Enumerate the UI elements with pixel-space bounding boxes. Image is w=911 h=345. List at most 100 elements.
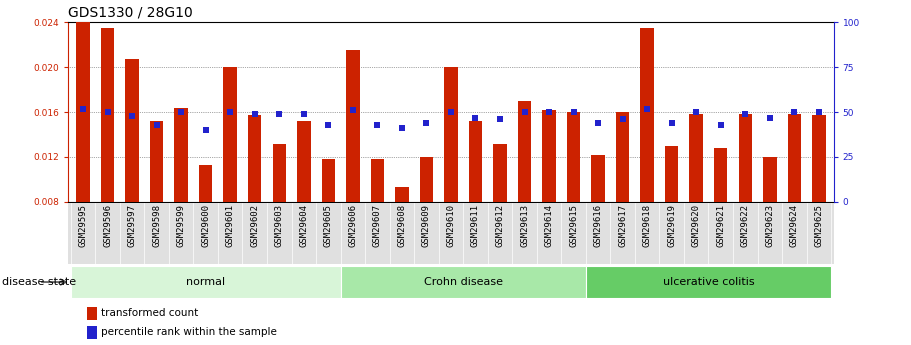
Text: GSM29595: GSM29595 [78,204,87,247]
Point [664,120,679,126]
Bar [272,144,286,202]
Point [100,109,115,115]
Text: GSM29604: GSM29604 [300,204,308,247]
Text: GSM29606: GSM29606 [348,204,357,247]
Bar [297,121,311,202]
Bar [812,116,825,202]
Text: GSM29612: GSM29612 [496,204,505,247]
Bar [346,50,360,202]
Bar [665,146,679,202]
Bar [586,266,831,298]
Text: Crohn disease: Crohn disease [424,277,503,287]
Point [125,113,139,118]
Text: GSM29611: GSM29611 [471,204,480,247]
Text: GSM29614: GSM29614 [545,204,554,247]
Bar [763,157,776,202]
Text: GSM29602: GSM29602 [251,204,260,247]
Text: GSM29601: GSM29601 [226,204,235,247]
Bar [517,101,531,202]
Bar [371,159,384,202]
Bar [71,266,341,298]
Point [713,122,728,127]
Bar [395,187,409,202]
Point [199,127,213,133]
Text: GSM29610: GSM29610 [446,204,456,247]
Text: GSM29616: GSM29616 [594,204,602,247]
Point [468,115,483,120]
Text: GSM29620: GSM29620 [691,204,701,247]
Text: GSM29603: GSM29603 [275,204,283,247]
Point [640,106,654,111]
Text: GDS1330 / 28G10: GDS1330 / 28G10 [68,6,193,20]
Bar [739,114,752,202]
Bar [174,108,188,202]
Bar [542,110,556,202]
Bar [567,112,580,202]
Bar [591,155,605,202]
Text: GSM29605: GSM29605 [323,204,333,247]
Text: GSM29598: GSM29598 [152,204,161,247]
Point [76,106,90,111]
Text: GSM29621: GSM29621 [716,204,725,247]
Bar [101,28,114,202]
Point [493,117,507,122]
Point [149,122,164,127]
Text: GSM29608: GSM29608 [397,204,406,247]
Text: ulcerative colitis: ulcerative colitis [662,277,754,287]
Text: GSM29613: GSM29613 [520,204,529,247]
Text: transformed count: transformed count [101,308,199,318]
Bar [87,307,97,319]
Point [272,111,287,117]
Text: GSM29599: GSM29599 [177,204,186,247]
Text: GSM29607: GSM29607 [373,204,382,247]
Bar [199,165,212,202]
Text: GSM29609: GSM29609 [422,204,431,247]
Point [444,109,458,115]
Bar [322,159,335,202]
Point [223,109,238,115]
Text: GSM29617: GSM29617 [619,204,627,247]
Point [174,109,189,115]
Point [321,122,335,127]
Text: disease state: disease state [2,277,76,287]
Point [763,115,777,120]
Bar [77,22,90,202]
Text: GSM29618: GSM29618 [642,204,651,247]
Point [248,111,262,117]
Point [567,109,581,115]
Bar [87,326,97,338]
Point [296,111,311,117]
Point [591,120,606,126]
Point [517,109,532,115]
Bar [248,116,261,202]
Bar [126,59,138,202]
Text: normal: normal [186,277,225,287]
Text: GSM29622: GSM29622 [741,204,750,247]
Point [689,109,703,115]
Bar [690,114,703,202]
Bar [223,67,237,202]
Bar [150,121,163,202]
Point [419,120,434,126]
Bar [640,28,654,202]
Text: GSM29597: GSM29597 [128,204,137,247]
Bar [788,114,801,202]
Text: percentile rank within the sample: percentile rank within the sample [101,327,277,337]
Point [394,126,409,131]
Bar [616,112,630,202]
Point [615,117,630,122]
Point [787,109,802,115]
Point [370,122,384,127]
Text: GSM29615: GSM29615 [569,204,578,247]
Text: GSM29600: GSM29600 [201,204,210,247]
Point [345,108,360,113]
Bar [714,148,728,202]
Text: GSM29623: GSM29623 [765,204,774,247]
Bar [341,266,586,298]
Bar [420,157,433,202]
Text: GSM29625: GSM29625 [814,204,824,247]
Text: GSM29596: GSM29596 [103,204,112,247]
Bar [493,144,507,202]
Point [812,109,826,115]
Bar [469,121,482,202]
